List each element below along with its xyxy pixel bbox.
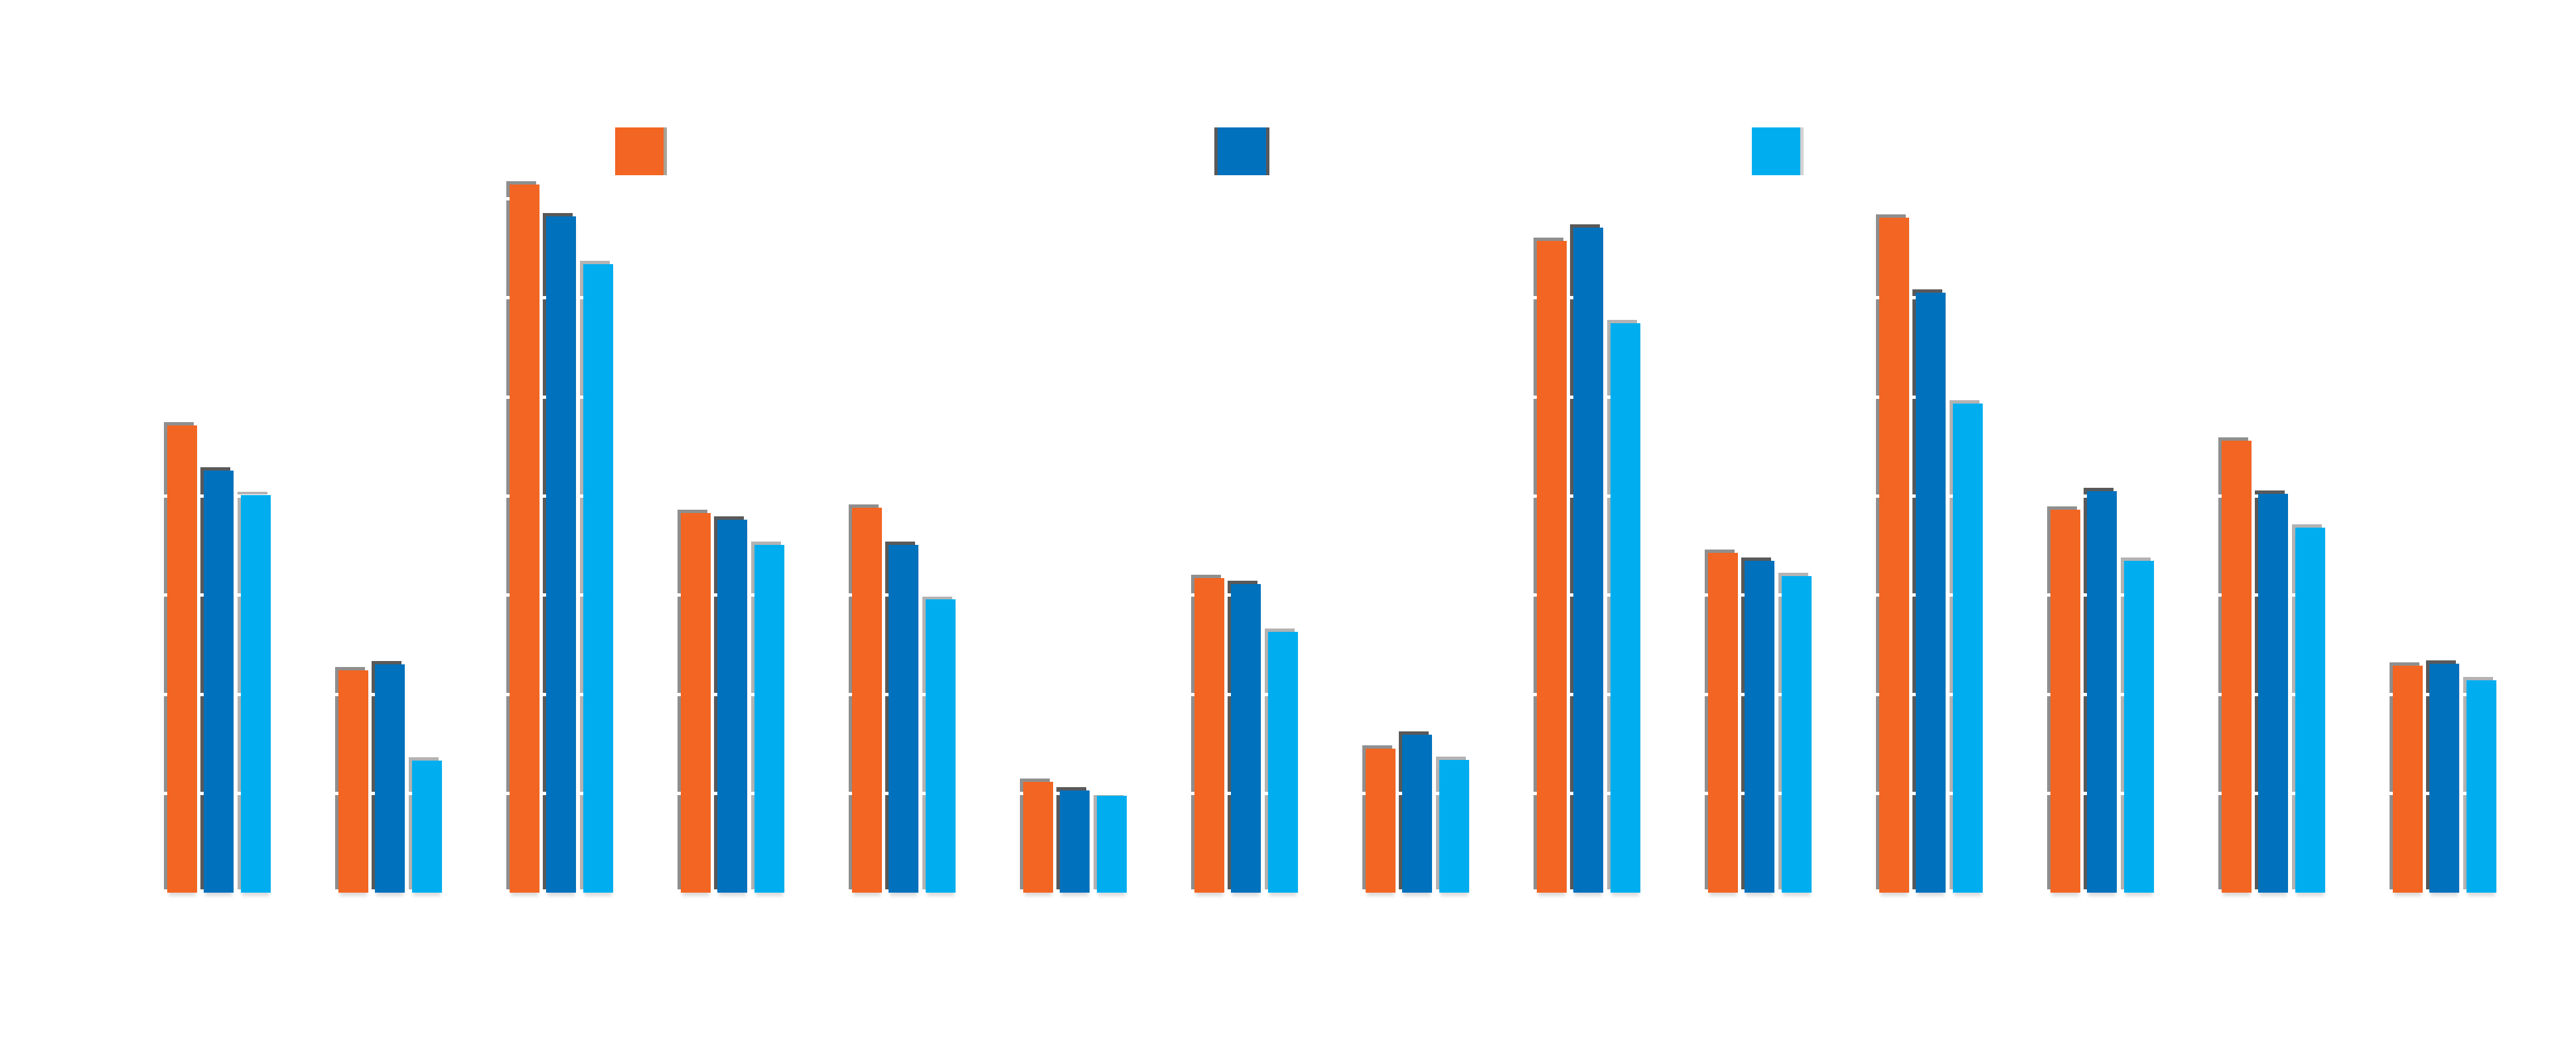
bar-series-2-dark-blue-group-6 [1060,790,1090,893]
bar-series-2-dark-blue-group-13 [2258,494,2288,893]
bar-series-1-orange-group-7 [1194,578,1224,893]
gridline-70 [156,197,2512,200]
bar-series-3-light-blue-group-14 [2467,680,2496,893]
bar-series-2-dark-blue-group-12 [2087,491,2117,893]
gridline-20 [156,693,2512,696]
bar-series-2-dark-blue-group-5 [889,545,918,893]
bar-series-1-orange-group-2 [338,670,368,893]
bar-series-3-light-blue-group-2 [412,761,442,893]
bar-series-3-light-blue-group-3 [583,264,613,893]
bar-series-3-light-blue-group-13 [2295,528,2325,893]
bar-series-1-orange-group-8 [1366,749,1395,893]
bar-series-2-dark-blue-group-1 [204,471,234,893]
bar-series-3-light-blue-group-9 [1610,323,1640,893]
bar-series-2-dark-blue-group-10 [1745,561,1774,893]
bar-series-3-light-blue-group-11 [1953,404,1983,893]
gridline-50 [156,396,2512,399]
bar-series-1-orange-group-13 [2222,441,2252,893]
bar-series-1-orange-group-12 [2050,510,2080,893]
bar-series-1-orange-group-5 [852,508,882,893]
bar-series-2-dark-blue-group-4 [717,520,747,893]
bar-series-3-light-blue-group-12 [2124,561,2154,893]
legend-swatch-series-2-dark-blue [1218,127,1266,175]
bar-series-1-orange-group-14 [2393,666,2423,893]
bar-series-1-orange-group-3 [510,185,539,893]
bar-series-3-light-blue-group-4 [754,545,784,893]
bar-series-2-dark-blue-group-14 [2429,664,2459,893]
bar-series-3-light-blue-group-1 [241,495,271,893]
bar-series-3-light-blue-group-7 [1268,632,1298,893]
bar-series-2-dark-blue-group-11 [1916,293,1946,893]
bar-series-1-orange-group-11 [1879,218,1909,893]
bar-series-3-light-blue-group-10 [1782,576,1812,893]
bar-series-1-orange-group-1 [167,425,197,893]
bar-series-3-light-blue-group-6 [1097,796,1127,893]
bar-series-3-light-blue-group-5 [926,599,956,893]
gridline-10 [156,792,2512,795]
bar-series-1-orange-group-6 [1023,782,1053,893]
legend-swatch-series-3-light-blue [1752,127,1800,175]
bar-series-2-dark-blue-group-9 [1573,228,1603,893]
bar-series-2-dark-blue-group-7 [1231,584,1261,893]
gridline-60 [156,296,2512,299]
bar-series-2-dark-blue-group-8 [1402,735,1432,893]
gridline-40 [156,494,2512,498]
bar-series-2-dark-blue-group-2 [375,664,405,893]
bar-series-2-dark-blue-group-3 [546,216,576,893]
gridline-30 [156,593,2512,597]
bar-series-3-light-blue-group-8 [1439,760,1469,893]
bar-series-1-orange-group-4 [681,513,711,893]
legend-swatch-series-1-orange [615,127,664,175]
bar-series-1-orange-group-9 [1537,241,1567,893]
bar-series-1-orange-group-10 [1708,553,1738,893]
